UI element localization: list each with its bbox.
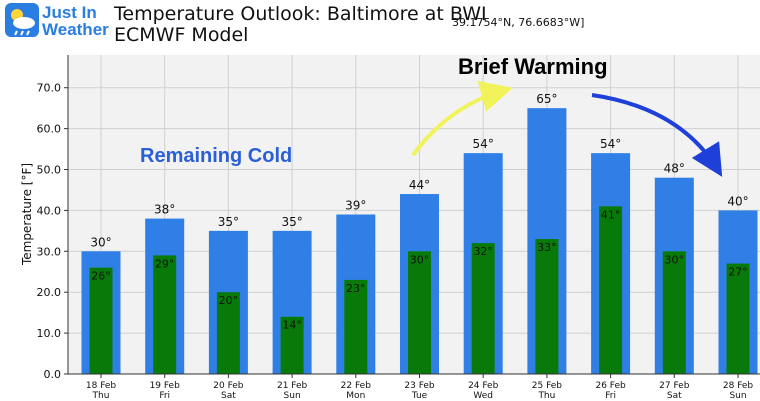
coordinates-text: 39.1754°N, 76.6683°W]	[452, 16, 585, 29]
high-temp-label: 54°	[473, 137, 494, 151]
x-day-label: Mon	[346, 391, 365, 401]
low-temp-bar	[280, 316, 304, 374]
x-tick-label: 27 Feb	[659, 381, 690, 391]
x-tick-label: 24 Feb	[468, 381, 499, 391]
high-temp-label: 40°	[727, 194, 748, 208]
low-temp-bar	[471, 243, 495, 374]
y-tick-label: 30.0	[37, 245, 62, 258]
low-temp-bar	[408, 251, 431, 374]
x-tick-label: 25 Feb	[532, 381, 563, 391]
low-temp-label: 30°	[410, 253, 430, 266]
x-tick-label: 19 Feb	[150, 381, 181, 391]
x-day-label: Wed	[473, 391, 493, 401]
low-temp-bar	[216, 292, 240, 374]
y-tick-label: 0.0	[44, 368, 62, 381]
x-tick-label: 28 Feb	[723, 381, 754, 391]
y-axis-label: Temperature [°F]	[20, 163, 34, 266]
high-temp-label: 38°	[154, 203, 175, 217]
low-temp-label: 29°	[155, 257, 175, 270]
x-day-label: Tue	[411, 391, 428, 401]
x-day-label: Fri	[159, 391, 170, 401]
title-line1: Temperature Outlook: Baltimore at BWI	[114, 3, 487, 25]
annotation-brief-warming: Brief Warming	[458, 54, 608, 79]
x-tick-label: 26 Feb	[595, 381, 626, 391]
x-tick-label: 21 Feb	[277, 381, 308, 391]
low-temp-bar	[89, 267, 113, 374]
chart-title: Temperature Outlook: Baltimore at BWI EC…	[114, 4, 487, 46]
x-day-label: Sun	[284, 391, 301, 401]
logo-line1: Just In	[42, 3, 97, 22]
x-day-label: Sun	[729, 391, 746, 401]
high-temp-label: 65°	[536, 92, 557, 106]
low-temp-bar	[662, 251, 686, 374]
cooling-arrow	[591, 93, 723, 177]
weather-icon	[5, 3, 39, 37]
y-tick-label: 40.0	[37, 204, 62, 217]
x-tick-label: 22 Feb	[341, 381, 372, 391]
low-temp-label: 33°	[537, 241, 557, 254]
low-temp-label: 27°	[728, 266, 748, 279]
y-tick-label: 50.0	[37, 164, 62, 177]
high-temp-label: 35°	[281, 215, 302, 229]
x-day-label: Fri	[605, 391, 616, 401]
low-temp-label: 26°	[91, 270, 111, 283]
logo-text: Just In Weather	[42, 4, 109, 38]
x-tick-label: 20 Feb	[213, 381, 244, 391]
high-temp-label: 39°	[345, 199, 366, 213]
low-temp-label: 23°	[346, 282, 366, 295]
x-day-label: Sat	[667, 391, 682, 401]
logo: Just In Weather	[4, 2, 109, 42]
x-day-label: Thu	[537, 391, 555, 401]
logo-line2: Weather	[42, 20, 109, 39]
x-tick-label: 23 Feb	[404, 381, 435, 391]
annotation-remaining-cold: Remaining Cold	[140, 145, 292, 167]
x-day-label: Sat	[221, 391, 236, 401]
title-line2: ECMWF Model	[114, 24, 249, 46]
low-temp-bar	[153, 255, 177, 374]
y-tick-label: 20.0	[37, 286, 62, 299]
low-temp-bar	[344, 279, 368, 374]
y-tick-label: 10.0	[37, 327, 62, 340]
bars: 30° 26° 38° 29° 35° 20° 35° 14° 39° 23° 44° 30° 54° 3…	[81, 92, 758, 375]
low-temp-bar	[599, 206, 623, 374]
high-temp-label: 54°	[600, 137, 621, 151]
x-day-label: Thu	[92, 391, 110, 401]
low-temp-label: 30°	[665, 253, 685, 266]
low-temp-label: 20°	[219, 294, 239, 307]
y-tick-label: 60.0	[37, 123, 62, 136]
high-temp-label: 44°	[409, 178, 430, 192]
low-temp-label: 41°	[601, 208, 621, 221]
x-tick-label: 18 Feb	[86, 381, 117, 391]
high-temp-label: 48°	[664, 162, 685, 176]
high-temp-label: 35°	[218, 215, 239, 229]
warming-arrow	[411, 80, 513, 157]
axes: 0.010.020.030.040.050.060.070.018 FebThu…	[37, 55, 760, 401]
low-temp-bar	[535, 239, 559, 374]
low-temp-label: 14°	[282, 319, 302, 332]
high-temp-label: 30°	[90, 235, 111, 249]
low-temp-bar	[726, 263, 750, 374]
y-tick-label: 70.0	[37, 82, 62, 95]
low-temp-label: 32°	[473, 245, 493, 258]
